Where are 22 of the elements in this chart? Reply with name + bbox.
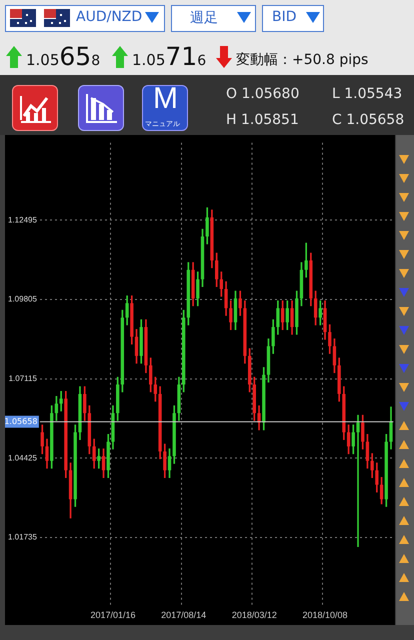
x-tick-label: 2017/01/16 <box>90 610 136 620</box>
text: M <box>153 82 178 116</box>
ref-line-label: 1.05658 <box>4 416 38 426</box>
text: O 1.05680 <box>226 86 300 102</box>
y-tick-label: 1.12495 <box>8 215 38 224</box>
text: L 1.05543 <box>332 86 402 102</box>
text: 変動幅：+50.8 pips <box>236 51 368 69</box>
y-tick-label: 1.09805 <box>8 294 38 304</box>
text: 1.05658 <box>26 42 100 71</box>
text: BID <box>272 9 297 25</box>
candlestick <box>356 414 360 547</box>
y-tick-label: 1.01735 <box>8 532 38 542</box>
chart-title: AUD/NZD <box>76 9 142 25</box>
x-tick-label: 2017/08/14 <box>161 610 206 620</box>
y-tick-label: 1.04425 <box>8 453 38 462</box>
y-tick-label: 1.07115 <box>8 374 38 383</box>
text: H 1.05851 <box>226 112 299 128</box>
x-tick-label: 2018/03/12 <box>232 610 277 620</box>
x-tick-label: 2018/10/08 <box>302 610 348 620</box>
text: C 1.05658 <box>332 112 404 128</box>
text: 1.05716 <box>132 42 206 71</box>
chart-subtitle: 週足 <box>190 9 218 27</box>
